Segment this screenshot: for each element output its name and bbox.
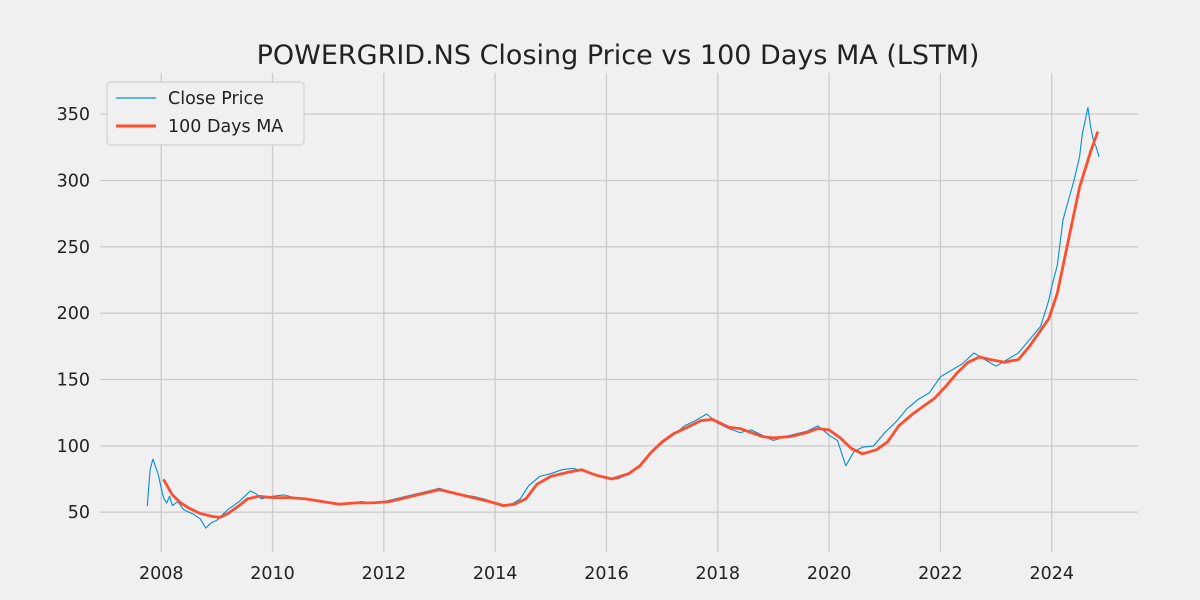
legend-box (106, 81, 305, 146)
y-tick-label: 50 (68, 503, 90, 523)
ma-100-line (162, 131, 1099, 519)
x-tick-label: 2016 (584, 564, 629, 584)
x-tick-label: 2020 (807, 564, 852, 584)
x-tick-label: 2014 (473, 564, 518, 584)
x-tick-label: 2008 (139, 564, 184, 584)
x-tick-label: 2022 (918, 564, 963, 584)
x-tick-label: 2024 (1029, 564, 1074, 584)
y-tick-label: 250 (57, 238, 90, 258)
y-tick-label: 150 (57, 371, 90, 391)
x-tick-label: 2010 (250, 564, 295, 584)
legend-label-100-days-ma: 100 Days MA (168, 117, 283, 137)
y-tick-label: 350 (57, 105, 90, 125)
y-tick-label: 200 (57, 304, 90, 324)
y-tick-label: 100 (57, 437, 90, 457)
legend-label-close-price: Close Price (168, 89, 264, 109)
y-tick-label: 300 (57, 171, 90, 191)
axis-ticks: 2008 2010 2012 2014 2016 2018 2020 2022 2024 50 10… (57, 105, 1074, 584)
series-lines (146, 106, 1100, 529)
grid (100, 73, 1138, 552)
x-tick-label: 2012 (362, 564, 407, 584)
x-tick-label: 2018 (696, 564, 741, 584)
legend: Close Price 100 Days MA (106, 81, 305, 146)
chart-title: POWERGRID.NS Closing Price vs 100 Days M… (257, 40, 980, 71)
